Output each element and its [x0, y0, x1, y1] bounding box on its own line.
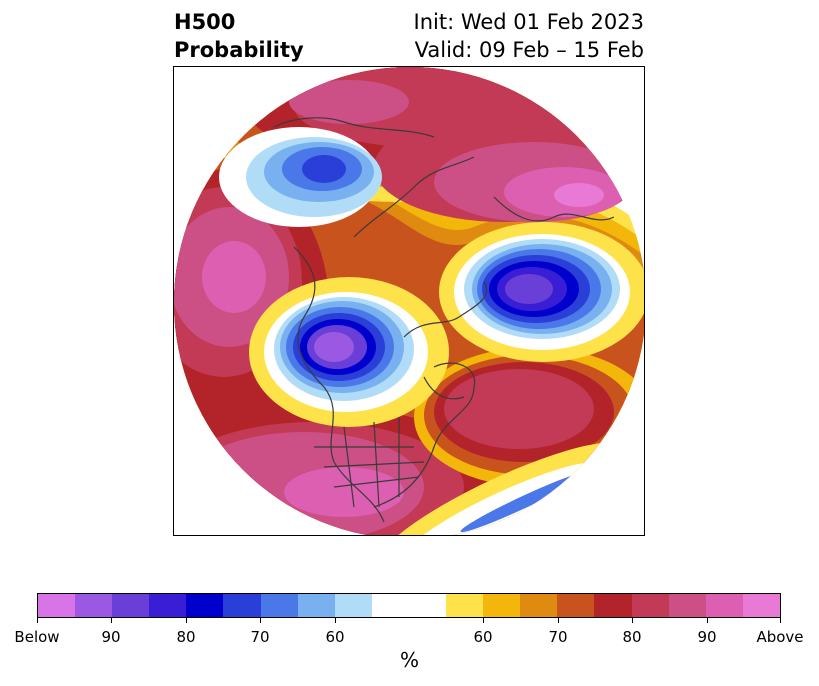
- colorbar-above-55: [446, 594, 484, 617]
- colorbar-below-65: [260, 594, 298, 617]
- init-date: Init: Wed 01 Feb 2023: [413, 10, 644, 34]
- colorbar-below-75: [186, 594, 224, 617]
- colorbar-above-75: [594, 594, 632, 617]
- colorbar: [37, 593, 781, 618]
- colorbar-tick-label: 80: [176, 628, 196, 646]
- colorbar-tick-label: 80: [622, 628, 642, 646]
- colorbar-above-65: [520, 594, 558, 617]
- colorbar-tick-label: Above: [756, 628, 804, 646]
- colorbar-below-55: [334, 594, 372, 617]
- colorbar-above-90: [705, 594, 743, 617]
- colorbar-tickmark: [707, 618, 708, 623]
- colorbar-tick-label: 70: [250, 628, 270, 646]
- colorbar-tick-label: 90: [697, 628, 717, 646]
- colorbar-tickmark: [37, 618, 38, 623]
- colorbar-tick-label: 60: [473, 628, 493, 646]
- colorbar-neutral: [371, 594, 447, 617]
- colorbar-tick-label: Below: [14, 628, 60, 646]
- north-pacific-trough: [219, 127, 382, 227]
- title-line-1: H500: [174, 10, 236, 34]
- colorbar-above-extreme: [742, 594, 780, 617]
- colorbar-below-60: [297, 594, 335, 617]
- central-trough: [249, 277, 449, 427]
- colorbar-below-80: [149, 594, 187, 617]
- colorbar-tickmark: [186, 618, 187, 623]
- date-info: Init: Wed 01 Feb 2023 Valid: 09 Feb – 15…: [414, 8, 644, 64]
- colorbar-tickmark: [483, 618, 484, 623]
- colorbar-above-80: [631, 594, 669, 617]
- colorbar-unit-label: %: [399, 648, 419, 672]
- colorbar-above-70: [557, 594, 595, 617]
- colorbar-below-extreme: [38, 594, 76, 617]
- colorbar-tick-label: 70: [548, 628, 568, 646]
- colorbar-below-85: [112, 594, 150, 617]
- colorbar-tickmark: [632, 618, 633, 623]
- colorbar-below-90: [75, 594, 113, 617]
- colorbar-tick-label: 90: [101, 628, 121, 646]
- colorbar-tickmark: [111, 618, 112, 623]
- title-line-2: Probability: [174, 38, 304, 62]
- colorbar-tickmark: [558, 618, 559, 623]
- polar-map: [173, 66, 645, 536]
- colorbar-tickmark: [260, 618, 261, 623]
- colorbar-tickmark: [780, 618, 781, 623]
- colorbar-above-85: [668, 594, 706, 617]
- probability-field: [174, 67, 644, 535]
- southeast-trough: [376, 441, 632, 535]
- colorbar-below-70: [223, 594, 261, 617]
- valid-range: Valid: 09 Feb – 15 Feb: [414, 38, 644, 62]
- colorbar-above-60: [483, 594, 521, 617]
- chart-title: H500 Probability: [174, 8, 304, 64]
- colorbar-tick-label: 60: [325, 628, 345, 646]
- east-trough: [439, 222, 644, 362]
- colorbar-tickmark: [335, 618, 336, 623]
